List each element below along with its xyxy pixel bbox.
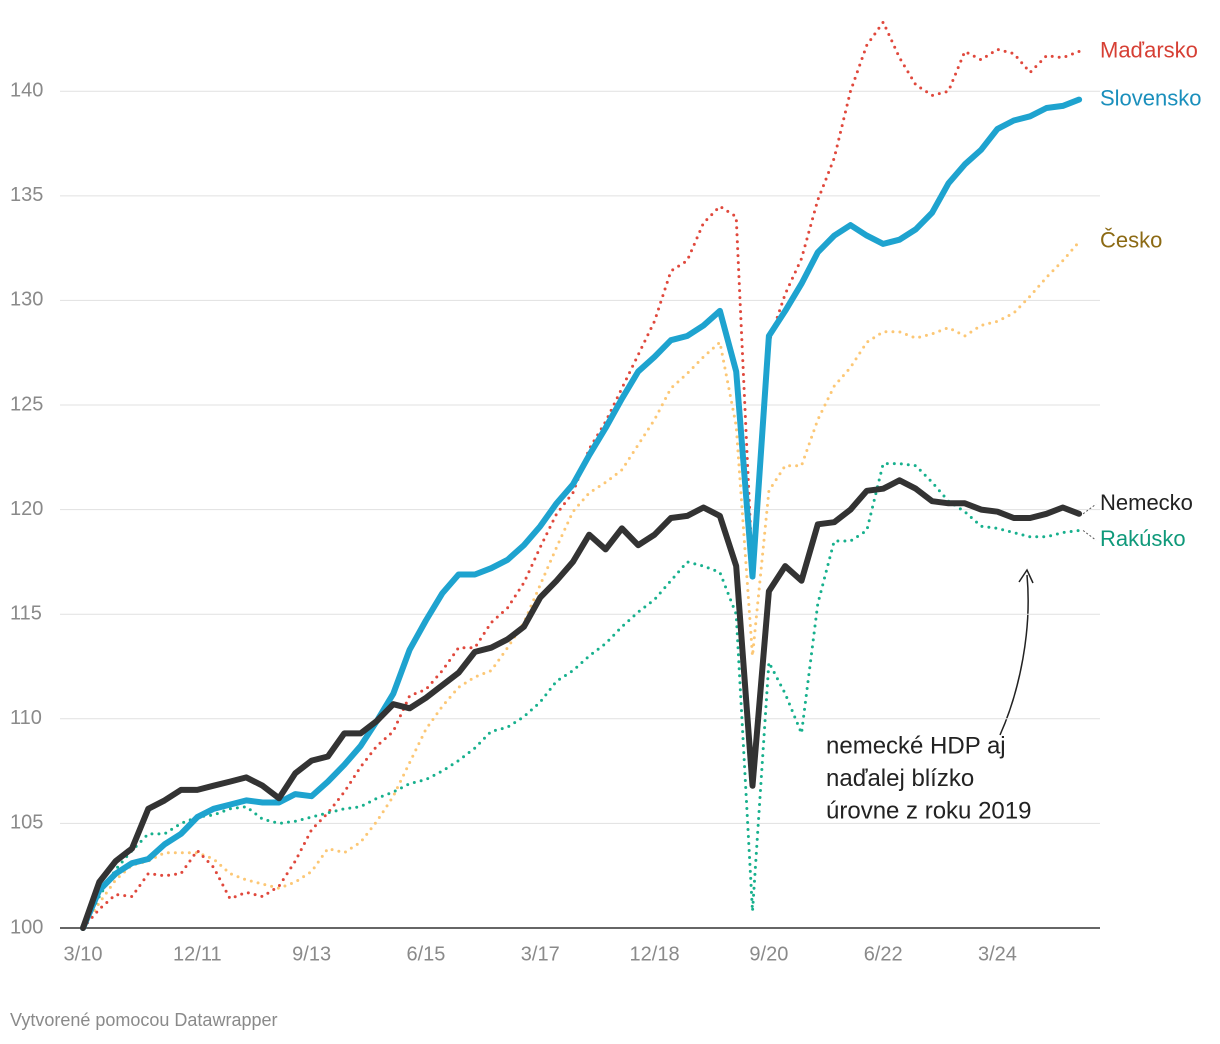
series-label: Maďarsko [1100,37,1198,62]
series-line [81,240,1081,930]
y-tick-label: 110 [10,707,42,729]
series-label: Česko [1100,228,1162,253]
y-tick-label: 135 [10,184,43,206]
annotation: úrovne z roku 2019 [826,797,1031,824]
y-tick-label: 115 [10,602,42,624]
y-tick-label: 125 [10,393,43,415]
y-tick-label: 140 [10,79,43,101]
y-tick-label: 130 [10,289,43,311]
series-label: Nemecko [1100,490,1193,515]
series-label: Slovensko [1100,85,1202,110]
y-tick-label: 120 [10,498,43,520]
series-line [80,96,1083,931]
series-label: Rakúsko [1100,526,1186,551]
grid: 100 105 110 115 120 125 130 135 140 [10,79,1100,938]
x-tick-label: 3/24 [978,943,1017,965]
annotation: nemecké HDP aj [826,732,1006,759]
y-tick-label: 105 [10,812,43,834]
x-tick-label: 12/11 [173,943,222,965]
series-line [80,477,1083,931]
x-tick-label: 3/17 [521,943,560,965]
annotation-arrow [999,568,1034,736]
x-tick-label: 9/20 [749,943,788,965]
series-line [81,462,1081,930]
x-tick-label: 9/13 [292,943,331,965]
series-line [81,20,1081,930]
x-tick-label: 6/15 [406,943,445,965]
x-tick-label: 6/22 [864,943,903,965]
x-tick-label: 3/10 [64,943,103,965]
footer: Vytvorené pomocou Datawrapper [10,1010,277,1030]
y-tick-label: 100 [10,916,43,938]
label-leader [1082,503,1097,515]
x-tick-label: 12/18 [630,943,680,965]
annotation: naďalej blízko [826,765,974,792]
label-leader [1082,530,1097,541]
